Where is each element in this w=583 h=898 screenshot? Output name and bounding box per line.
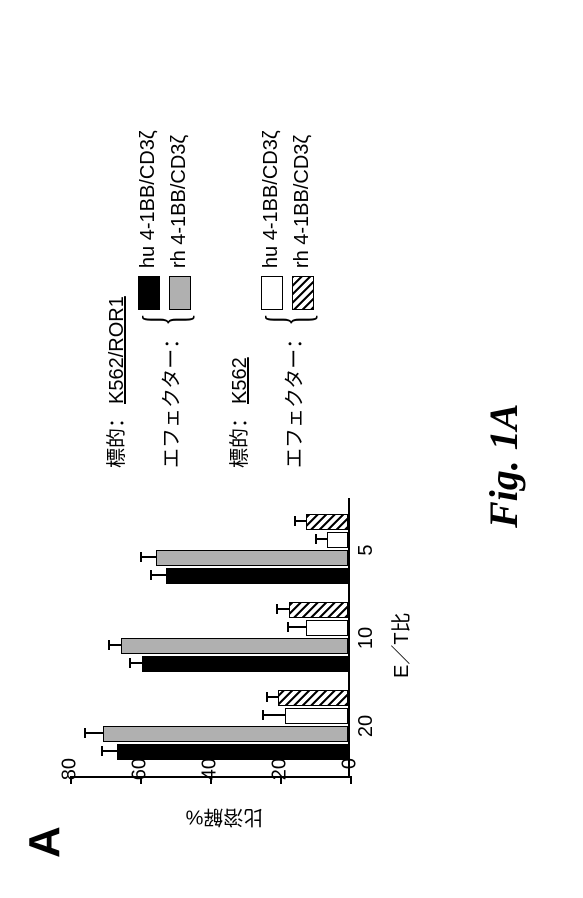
legend-items: hu 4-1BB/CD3ζ rh 4-1BB/CD3ζ — [260, 130, 314, 310]
bar — [103, 726, 348, 742]
bar — [285, 708, 348, 724]
error-cap — [266, 692, 268, 702]
chart-plot-area: 020406080 — [70, 498, 350, 778]
error-cap — [315, 534, 317, 544]
legend-swatch — [261, 276, 283, 310]
legend-text: hu 4-1BB/CD3ζ — [260, 130, 283, 268]
error-bar — [142, 556, 156, 558]
legend-items: hu 4-1BB/CD3ζ rh 4-1BB/CD3ζ — [137, 130, 191, 310]
legend-swatch — [138, 276, 160, 310]
legend-text: hu 4-1BB/CD3ζ — [137, 130, 160, 268]
error-cap — [287, 622, 289, 632]
legend-swatch — [292, 276, 314, 310]
legend-text: rh 4-1BB/CD3ζ — [168, 135, 191, 268]
bar — [117, 744, 348, 760]
bar — [121, 638, 349, 654]
error-bar — [110, 644, 121, 646]
legend-target-value: K562 — [229, 357, 251, 404]
legend-effector-label: エフェクター： — [137, 329, 184, 468]
brace-icon: { — [260, 313, 316, 325]
y-tick-label: 0 — [339, 758, 362, 798]
x-tick-label: 5 — [355, 544, 378, 555]
error-bar — [86, 732, 104, 734]
bar — [156, 550, 349, 566]
figure-caption: Fig. 1A — [480, 404, 527, 528]
legend-target-label: 標的： — [106, 408, 128, 468]
y-tick-label: 80 — [59, 758, 82, 798]
bar-chart: 比溶解% 020406080 E／T比 20105 — [70, 498, 380, 808]
error-bar — [278, 608, 289, 610]
y-tick-label: 40 — [199, 758, 222, 798]
legend-effector-label: エフェクター： — [260, 329, 307, 468]
x-axis-label: E／T比 — [385, 612, 414, 678]
error-bar — [317, 538, 328, 540]
y-axis-label: 比溶解% — [186, 805, 264, 834]
brace-icon: { — [137, 313, 193, 325]
error-cap — [101, 746, 103, 756]
error-cap — [294, 516, 296, 526]
bar — [327, 532, 348, 548]
error-bar — [131, 662, 142, 664]
error-cap — [276, 604, 278, 614]
bar — [278, 690, 348, 706]
panel-label: A — [20, 826, 70, 858]
error-cap — [108, 640, 110, 650]
error-bar — [289, 626, 307, 628]
legend-item: hu 4-1BB/CD3ζ — [260, 130, 283, 310]
error-cap — [84, 728, 86, 738]
bar — [306, 620, 348, 636]
legend-text: rh 4-1BB/CD3ζ — [291, 135, 314, 268]
legend-block: 標的： K562 エフェクター： { hu 4-1BB/CD3ζ rh 4-1BB/CD3… — [223, 98, 316, 468]
legend-target-label: 標的： — [229, 408, 251, 468]
error-bar — [103, 750, 117, 752]
x-tick-label: 20 — [355, 715, 378, 737]
legend-row: エフェクター： { hu 4-1BB/CD3ζ rh 4-1BB/CD3ζ — [137, 98, 193, 468]
error-bar — [264, 714, 285, 716]
y-tick-label: 20 — [269, 758, 292, 798]
legend-target: 標的： K562/ROR1 — [100, 98, 129, 468]
bar — [166, 568, 348, 584]
legend-item: rh 4-1BB/CD3ζ — [168, 130, 191, 310]
error-bar — [268, 696, 279, 698]
bar — [289, 602, 349, 618]
error-cap — [150, 570, 152, 580]
error-cap — [129, 658, 131, 668]
y-tick-label: 60 — [129, 758, 152, 798]
error-bar — [296, 520, 307, 522]
error-cap — [262, 710, 264, 720]
error-bar — [152, 574, 166, 576]
legend-target: 標的： K562 — [223, 98, 252, 468]
legend-block: 標的： K562/ROR1 エフェクター： { hu 4-1BB/CD3ζ rh 4-1B… — [100, 98, 193, 468]
x-tick-label: 10 — [355, 627, 378, 649]
legend-swatch — [169, 276, 191, 310]
error-cap — [140, 552, 142, 562]
legend-item: rh 4-1BB/CD3ζ — [291, 130, 314, 310]
legend-item: hu 4-1BB/CD3ζ — [137, 130, 160, 310]
legend-target-value: K562/ROR1 — [106, 296, 128, 404]
legend-row: エフェクター： { hu 4-1BB/CD3ζ rh 4-1BB/CD3ζ — [260, 98, 316, 468]
bar — [306, 514, 348, 530]
chart-legend: 標的： K562/ROR1 エフェクター： { hu 4-1BB/CD3ζ rh 4-1B… — [100, 98, 346, 468]
bar — [142, 656, 349, 672]
